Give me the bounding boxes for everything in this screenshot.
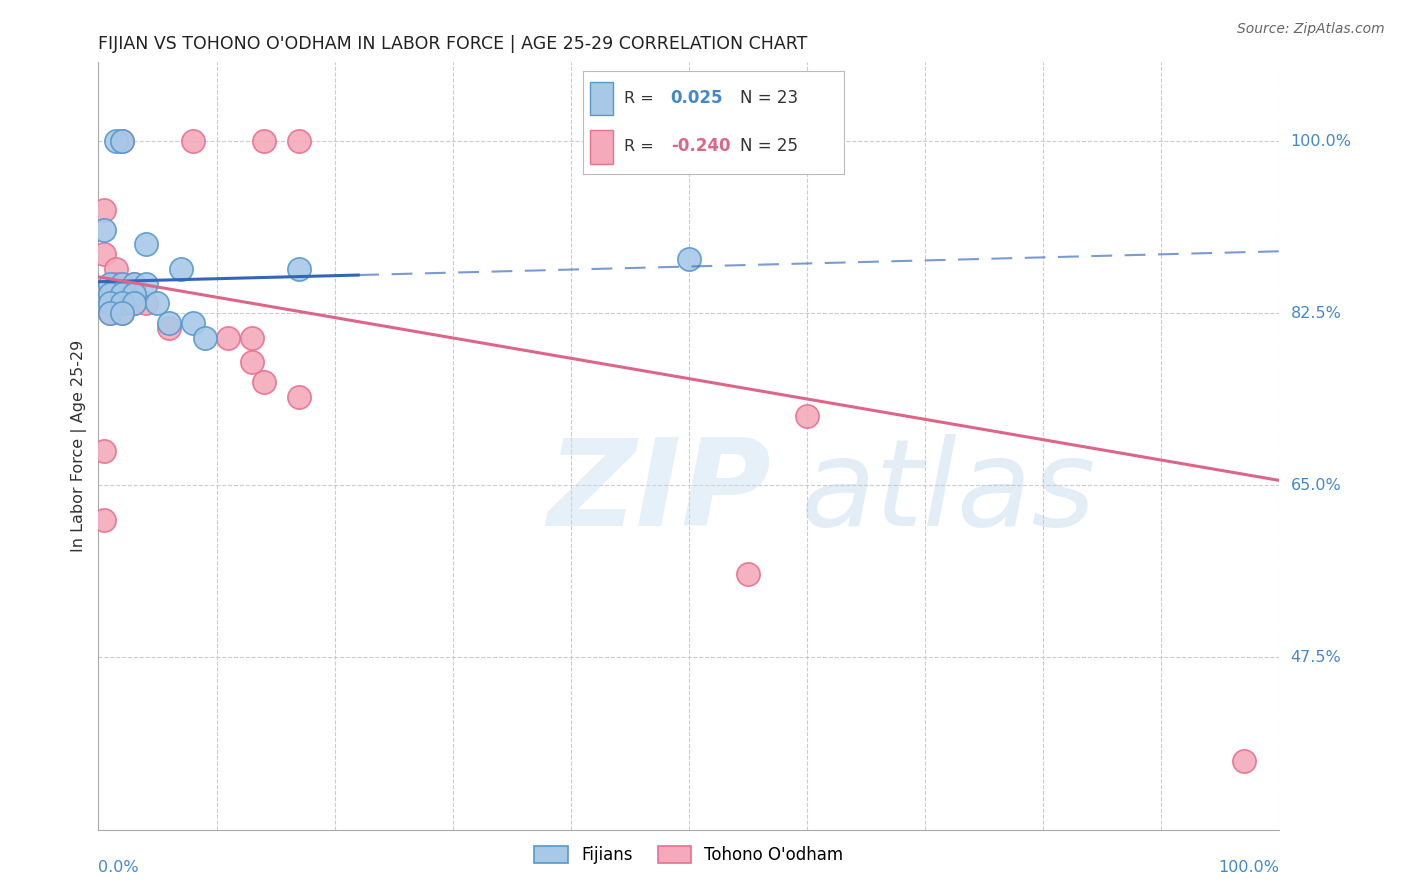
Point: [170, 262, 193, 277]
Text: 65.0%: 65.0%: [1291, 478, 1341, 493]
Point: [796, 409, 818, 424]
Point: [111, 286, 134, 301]
Text: ZIP: ZIP: [547, 434, 770, 550]
Point: [122, 277, 145, 291]
Point: [111, 286, 134, 301]
Text: -0.240: -0.240: [671, 137, 730, 155]
Text: 0.0%: 0.0%: [98, 860, 139, 875]
Point: [98, 277, 121, 291]
Text: R =: R =: [624, 90, 654, 105]
Point: [93, 202, 115, 217]
FancyBboxPatch shape: [591, 82, 613, 115]
Point: [288, 134, 311, 148]
Y-axis label: In Labor Force | Age 25-29: In Labor Force | Age 25-29: [72, 340, 87, 552]
Point: [122, 286, 145, 301]
Text: 82.5%: 82.5%: [1291, 306, 1341, 321]
Point: [181, 316, 204, 330]
Point: [98, 296, 121, 310]
Text: N = 25: N = 25: [740, 137, 797, 155]
Point: [240, 355, 263, 369]
Point: [122, 277, 145, 291]
Point: [678, 252, 700, 267]
Text: R =: R =: [624, 139, 654, 153]
Point: [135, 237, 157, 252]
Point: [135, 296, 157, 310]
Point: [194, 331, 217, 345]
Point: [111, 296, 134, 310]
Point: [737, 566, 759, 581]
Point: [111, 277, 134, 291]
Point: [253, 375, 276, 389]
Point: [98, 306, 121, 320]
Point: [146, 296, 169, 310]
Text: N = 23: N = 23: [740, 89, 797, 107]
FancyBboxPatch shape: [591, 130, 613, 163]
Point: [122, 296, 145, 310]
Point: [122, 296, 145, 310]
Point: [111, 134, 134, 148]
Point: [93, 513, 115, 527]
Text: atlas: atlas: [801, 434, 1097, 550]
Point: [288, 390, 311, 404]
Point: [98, 286, 121, 301]
Point: [157, 321, 180, 335]
Point: [1233, 754, 1256, 768]
Text: 100.0%: 100.0%: [1219, 860, 1279, 875]
Point: [93, 247, 115, 261]
Point: [111, 306, 134, 320]
Text: 47.5%: 47.5%: [1291, 650, 1341, 665]
Legend: Fijians, Tohono O'odham: Fijians, Tohono O'odham: [527, 839, 851, 871]
Text: 100.0%: 100.0%: [1291, 134, 1351, 149]
Point: [105, 277, 128, 291]
Text: Source: ZipAtlas.com: Source: ZipAtlas.com: [1237, 22, 1385, 37]
Point: [93, 444, 115, 458]
Point: [253, 134, 276, 148]
Point: [105, 134, 128, 148]
Point: [135, 277, 157, 291]
Point: [288, 262, 311, 277]
Point: [157, 316, 180, 330]
Text: 0.025: 0.025: [671, 89, 723, 107]
Text: FIJIAN VS TOHONO O'ODHAM IN LABOR FORCE | AGE 25-29 CORRELATION CHART: FIJIAN VS TOHONO O'ODHAM IN LABOR FORCE …: [98, 35, 808, 53]
Point: [111, 134, 134, 148]
Point: [111, 306, 134, 320]
Point: [181, 134, 204, 148]
Point: [217, 331, 239, 345]
Point: [93, 222, 115, 236]
Point: [105, 262, 128, 277]
Point: [98, 306, 121, 320]
Point: [240, 331, 263, 345]
